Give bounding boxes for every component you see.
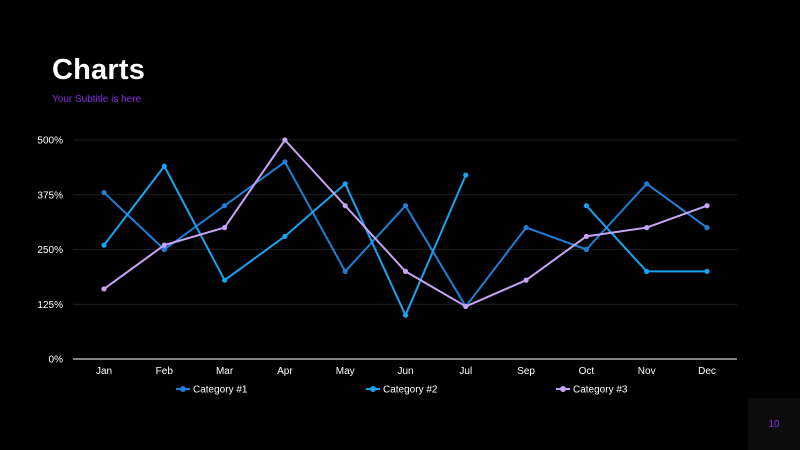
x-tick-label: Jan	[96, 366, 112, 377]
data-point	[644, 181, 650, 187]
data-point	[644, 225, 650, 231]
data-point	[402, 203, 409, 209]
data-point	[161, 246, 167, 253]
legend-label: Category #1	[193, 385, 248, 396]
data-point	[402, 268, 409, 274]
data-point	[704, 203, 710, 209]
y-tick-label: 375%	[37, 190, 63, 201]
y-tick-label: 500%	[37, 136, 63, 147]
series-line	[103, 160, 708, 308]
legend-item-1: Category #1	[176, 385, 248, 396]
x-tick-label: Jun	[397, 366, 413, 377]
data-point	[101, 242, 107, 248]
data-point	[222, 203, 228, 209]
x-tick-label: Dec	[698, 366, 716, 377]
data-point	[402, 312, 409, 318]
legend-marker	[180, 386, 186, 392]
data-point	[583, 203, 590, 209]
data-point	[282, 159, 288, 165]
data-point	[161, 163, 167, 169]
data-point	[523, 277, 529, 283]
page-number: 10	[768, 418, 780, 430]
slide-subtitle: Your Subtitle is here	[52, 94, 142, 105]
data-point	[583, 233, 590, 239]
series-3	[101, 137, 710, 310]
x-tick-label: Sep	[517, 366, 535, 377]
series-lines	[101, 137, 710, 318]
data-point	[463, 172, 469, 178]
x-tick-label: Mar	[216, 366, 234, 377]
y-tick-label: 125%	[37, 300, 63, 311]
series-line	[103, 165, 467, 317]
series-1	[101, 159, 710, 310]
slide-title: Charts	[52, 54, 146, 86]
legend-label: Category #3	[573, 385, 628, 396]
data-point	[342, 181, 348, 187]
data-point	[523, 225, 529, 231]
legend-marker	[560, 386, 566, 392]
data-point	[704, 268, 710, 274]
y-tick-label: 250%	[37, 245, 63, 256]
data-point	[101, 286, 107, 292]
data-point	[282, 137, 288, 143]
x-tick-label: Feb	[156, 366, 174, 377]
data-point	[282, 233, 288, 239]
data-point	[463, 303, 469, 310]
data-point	[161, 242, 167, 248]
y-tick-label: 0%	[49, 355, 64, 366]
legend-label: Category #2	[383, 385, 438, 396]
grid-lines	[73, 139, 737, 360]
series-2	[101, 163, 710, 318]
legend: Category #1 Category #2 Category #3	[176, 385, 628, 396]
data-point	[342, 268, 348, 274]
data-point	[583, 246, 590, 253]
data-point	[644, 268, 650, 274]
legend-marker	[370, 386, 376, 392]
x-tick-label: Apr	[277, 366, 293, 377]
legend-item-3: Category #3	[556, 385, 628, 396]
x-tick-label: May	[336, 366, 355, 377]
data-point	[101, 189, 107, 196]
data-point	[342, 203, 348, 209]
x-tick-label: Jul	[459, 366, 472, 377]
data-point	[704, 225, 710, 231]
legend-item-2: Category #2	[366, 385, 438, 396]
data-point	[222, 225, 228, 231]
x-axis-tick-labels: Jan Feb Mar Apr May Jun Jul Sep Oct Nov Dec	[96, 366, 716, 377]
y-axis-tick-labels: 0% 125% 250% 375% 500%	[37, 136, 63, 366]
x-tick-label: Oct	[579, 366, 595, 377]
x-tick-label: Nov	[638, 366, 656, 377]
data-point	[222, 277, 228, 283]
page-number-box: 10	[748, 398, 800, 450]
